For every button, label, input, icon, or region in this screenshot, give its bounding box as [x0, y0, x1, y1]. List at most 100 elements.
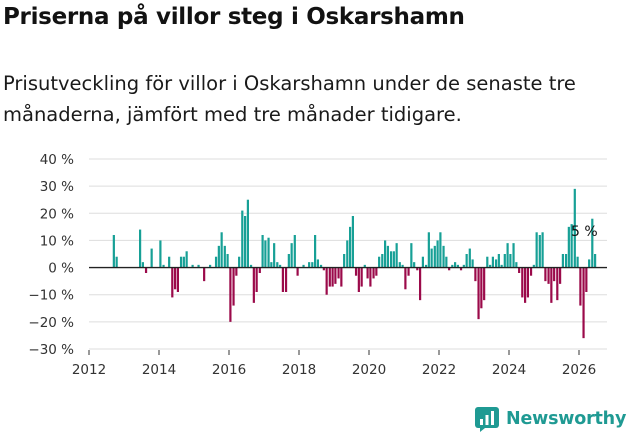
bar [389, 251, 393, 268]
bar [273, 243, 276, 268]
bar [524, 267, 527, 303]
bar [334, 267, 337, 284]
bar [497, 254, 500, 268]
newsworthy-logo[interactable]: Newsworthy [474, 406, 626, 432]
bar [392, 251, 395, 268]
bar [346, 240, 349, 268]
bar [255, 267, 258, 292]
chart-subtitle: Prisutveckling för villor i Oskarshamn u… [3, 72, 576, 126]
y-tick-label: 20 % [40, 206, 74, 222]
bar [553, 267, 556, 282]
bar [436, 240, 439, 268]
bar [168, 256, 171, 268]
bar [384, 240, 387, 268]
x-tick-label: 2016 [212, 362, 246, 378]
bar [139, 229, 142, 268]
bar [235, 267, 238, 276]
bar [343, 254, 346, 268]
bar [203, 267, 206, 282]
bar [512, 243, 515, 268]
x-tick-label: 2018 [282, 362, 316, 378]
y-tick-label: −10 % [28, 288, 74, 304]
bar [378, 256, 381, 268]
bar [567, 226, 570, 268]
bar [462, 264, 465, 268]
bar [223, 245, 226, 268]
y-tick-label: 30 % [40, 179, 74, 195]
bar [486, 256, 489, 268]
bar [416, 267, 419, 271]
bar [561, 254, 564, 268]
x-axis-labels: 2012 2014 2016 2018 2020 2022 2024 2026 [72, 362, 596, 378]
bar [518, 267, 521, 273]
bar [439, 232, 442, 268]
bar [311, 262, 314, 268]
bar [454, 262, 457, 268]
bar [296, 267, 299, 276]
bar [515, 262, 518, 268]
bar [410, 243, 413, 268]
bar [238, 256, 241, 268]
bar [451, 264, 454, 268]
bar [369, 267, 372, 287]
bar [585, 267, 588, 292]
bar [471, 259, 474, 268]
bar [226, 254, 229, 268]
bar [582, 267, 585, 339]
bar [112, 235, 115, 268]
bar [427, 232, 430, 268]
bar [340, 267, 343, 287]
bar [176, 267, 179, 292]
bar [483, 267, 486, 301]
bar [404, 267, 407, 290]
bar [526, 267, 529, 298]
bar [456, 264, 459, 268]
bar [159, 240, 162, 268]
bar [430, 248, 433, 268]
bar [532, 264, 535, 268]
x-tick-label: 2024 [492, 362, 526, 378]
bar [503, 254, 506, 268]
bar [220, 232, 223, 268]
newsworthy-logo-text: Newsworthy [506, 409, 627, 429]
bar [141, 262, 144, 268]
bar [579, 267, 582, 306]
bar [185, 251, 188, 268]
bar [217, 245, 220, 268]
bar [535, 232, 538, 268]
bar [576, 256, 579, 268]
bar [214, 256, 218, 268]
bar [197, 264, 200, 268]
y-axis-labels: 40 % 30 % 20 % 10 % 0 % −10 % −20 % −30 % [28, 152, 74, 358]
bar [366, 267, 369, 279]
bar [375, 267, 378, 276]
bar [258, 267, 261, 273]
bar [293, 235, 296, 268]
bar [354, 267, 358, 276]
bar [363, 264, 366, 268]
bar [372, 267, 375, 279]
bar [529, 267, 533, 276]
bar [509, 254, 512, 268]
y-tick-label: −30 % [28, 342, 74, 358]
bar [550, 267, 553, 303]
bar [284, 267, 288, 292]
bar [421, 256, 424, 268]
bar [308, 262, 311, 268]
y-tick-label: 10 % [40, 233, 74, 249]
bar [360, 267, 363, 287]
bar [270, 262, 273, 268]
bar [491, 256, 494, 268]
bar [281, 267, 284, 292]
bar [229, 267, 232, 322]
x-tick-label: 2022 [422, 362, 456, 378]
y-tick-label: −20 % [28, 315, 74, 331]
bar [276, 262, 279, 268]
bar [244, 216, 247, 268]
bar [398, 262, 401, 268]
bar [209, 264, 212, 268]
bar [264, 240, 267, 268]
bar [477, 267, 480, 320]
bar [174, 267, 177, 290]
bar [570, 224, 573, 268]
